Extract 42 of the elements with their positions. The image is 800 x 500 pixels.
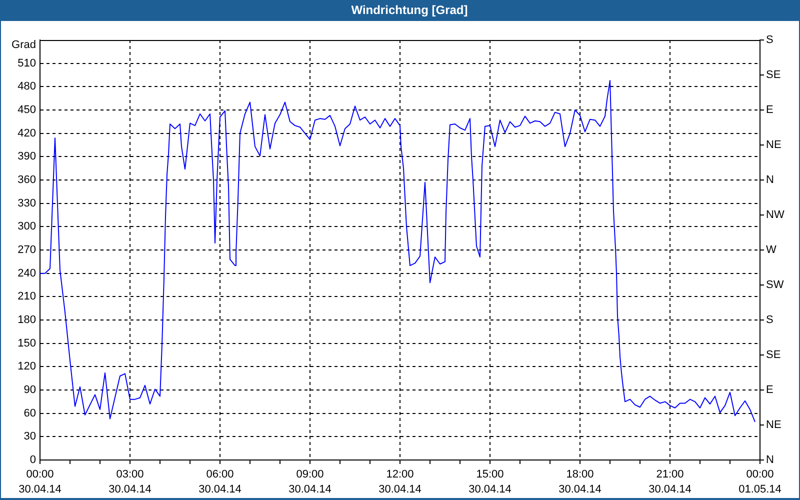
x-tick-label: 21:00 30.04.14 [648,468,692,496]
x-tick-label: 06:00 30.04.14 [198,468,242,496]
y-tick-label: 180 [18,314,36,326]
category-label: SE [766,349,781,362]
category-label: E [766,384,774,396]
y-tick-label: 90 [24,384,36,396]
y-tick-label: 330 [18,197,36,210]
y-tick-label: 270 [18,244,36,256]
y-tick-label: 210 [18,290,36,303]
category-label: W [766,244,776,256]
y-tick-label: 300 [18,220,36,233]
y-tick-label: 360 [18,174,36,186]
y-tick-label: 0 [30,454,36,466]
y-axis-title: Grad [12,39,36,52]
category-label: S [766,314,774,326]
x-tick-label: 18:00 30.04.14 [558,468,602,496]
y-tick-label: 30 [24,430,36,443]
x-tick-label: 09:00 30.04.14 [288,468,332,496]
y-tick-label: 240 [18,267,36,280]
y-tick-label: 420 [18,127,36,140]
category-label: SE [766,69,781,82]
y-tick-label: 120 [18,360,36,373]
y-tick-label: 510 [18,57,36,70]
x-tick-label: 12:00 30.04.14 [378,468,422,496]
category-label: NE [766,139,782,152]
x-tick-label: 03:00 30.04.14 [108,468,152,496]
x-tick-label: 15:00 30.04.14 [468,468,512,496]
category-label: NW [766,209,784,222]
category-label: NE [766,419,782,432]
x-tick-label: 00:00 01.05.14 [738,468,782,496]
category-label: SW [766,279,784,292]
y-tick-label: 480 [18,80,36,93]
y-tick-label: 450 [18,104,36,116]
category-label: N [766,174,774,186]
y-tick-label: 60 [24,407,36,420]
category-label: E [766,104,774,116]
y-tick-label: 150 [18,337,36,350]
category-label: N [766,454,774,466]
category-label: S [766,34,774,46]
x-tick-label: 00:00 30.04.14 [18,468,62,496]
chart-title: Windrichtung [Grad] [351,3,468,17]
y-tick-label: 390 [18,150,36,163]
